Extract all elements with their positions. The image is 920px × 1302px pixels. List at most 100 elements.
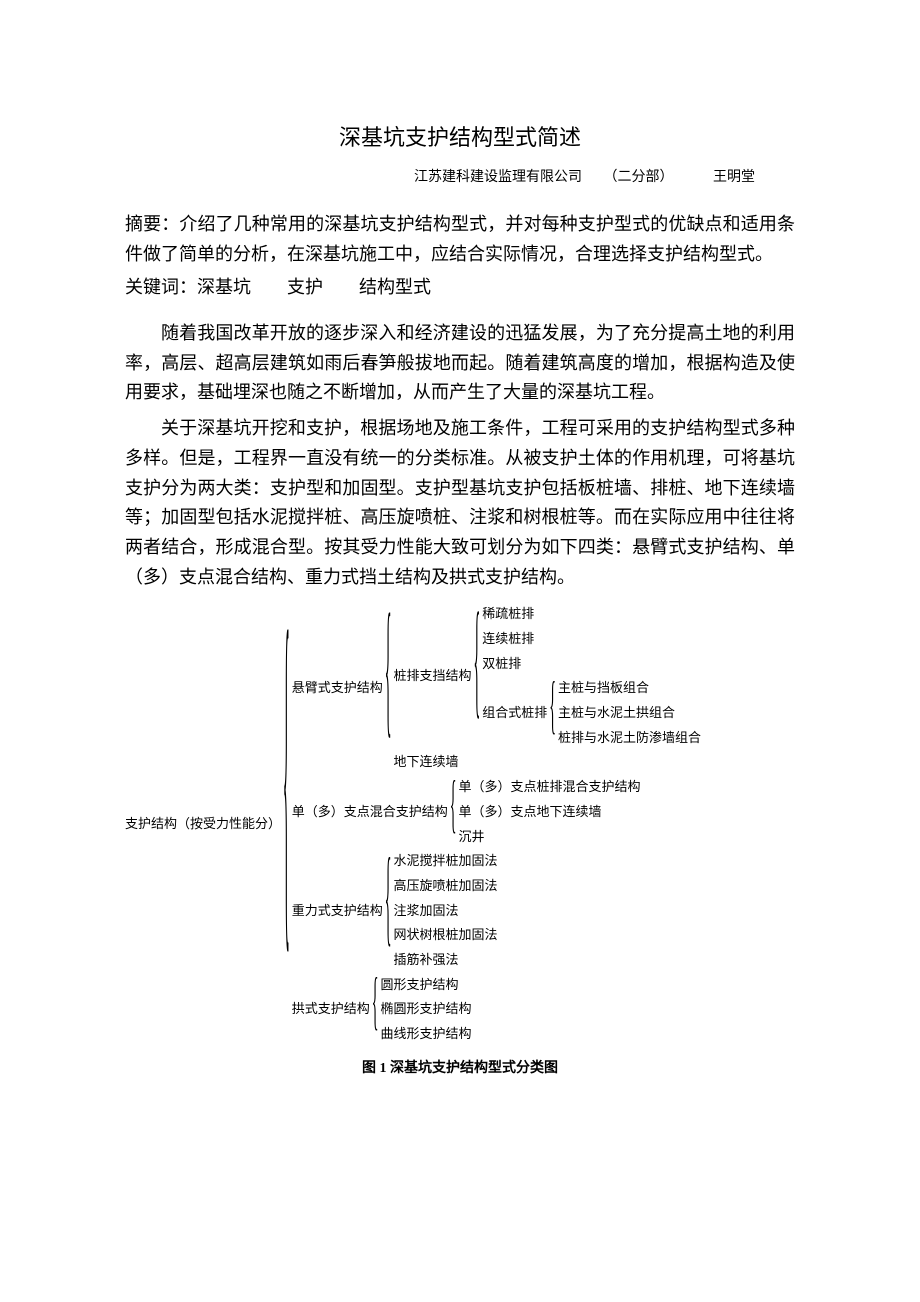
classification-tree: 支护结构（按受力性能分）{悬臂式支护结构{桩排支挡结构{稀疏桩排连续桩排双桩排组… bbox=[125, 602, 795, 1047]
tree-label: 单（多）支点地下连续墙 bbox=[459, 800, 602, 825]
tree-label-text: 网状树根桩加固法 bbox=[394, 923, 498, 948]
tree-node: 单（多）支点桩排混合支护结构 bbox=[459, 775, 641, 800]
tree-label: 曲线形支护结构 bbox=[381, 1022, 472, 1047]
tree-label-text: 沉井 bbox=[459, 825, 485, 850]
keyword-item: 支护 bbox=[287, 277, 323, 297]
paragraph: 随着我国改革开放的逐步深入和经济建设的迅猛发展，为了充分提高土地的利用率，高层、… bbox=[125, 319, 795, 408]
tree-label-text: 主桩与挡板组合 bbox=[558, 676, 649, 701]
tree-label: 水泥搅拌桩加固法 bbox=[394, 849, 498, 874]
tree-label: 地下连续墙 bbox=[394, 750, 459, 775]
tree-label-text: 单（多）支点桩排混合支护结构 bbox=[459, 775, 641, 800]
tree-label-text: 拱式支护结构 bbox=[292, 997, 370, 1022]
tree-node: 圆形支护结构 bbox=[381, 973, 472, 998]
tree-node: 桩排与水泥土防渗墙组合 bbox=[558, 726, 701, 751]
tree-label: 注浆加固法 bbox=[394, 899, 459, 924]
tree-children: 主桩与挡板组合主桩与水泥土拱组合桩排与水泥土防渗墙组合 bbox=[558, 676, 701, 750]
keywords-block: 关键词：深基坑 支护 结构型式 bbox=[125, 273, 795, 303]
brace-icon: { bbox=[385, 808, 392, 1013]
keyword-item: 结构型式 bbox=[359, 277, 431, 297]
brace-icon: { bbox=[385, 545, 392, 832]
figure-caption: 图 1 深基坑支护结构型式分类图 bbox=[125, 1057, 795, 1077]
brace-icon: { bbox=[549, 652, 556, 775]
tree-node: 重力式支护结构{水泥搅拌桩加固法高压旋喷桩加固法注浆加固法网状树根桩加固法插筋补… bbox=[292, 849, 701, 973]
tree-root-text: 支护结构（按受力性能分） bbox=[125, 812, 281, 837]
tree-label: 桩排与水泥土防渗墙组合 bbox=[558, 726, 701, 751]
document-page: 深基坑支护结构型式简述 江苏建科建设监理有限公司 （二分部） 王明堂 摘要：介绍… bbox=[0, 0, 920, 1137]
tree-node: 单（多）支点混合支护结构{单（多）支点桩排混合支护结构单（多）支点地下连续墙沉井 bbox=[292, 775, 701, 849]
tree-label-text: 组合式桩排 bbox=[482, 701, 547, 726]
tree-root-row: 支护结构（按受力性能分）{悬臂式支护结构{桩排支挡结构{稀疏桩排连续桩排双桩排组… bbox=[125, 602, 795, 1047]
tree-label: 双桩排 bbox=[482, 652, 521, 677]
keyword-item: 深基坑 bbox=[197, 277, 251, 297]
tree-label: 桩排支挡结构{ bbox=[394, 602, 483, 750]
tree-label: 单（多）支点桩排混合支护结构 bbox=[459, 775, 641, 800]
tree-root-label: 支护结构（按受力性能分）{ bbox=[125, 602, 292, 1047]
tree-label-text: 桩排支挡结构 bbox=[394, 664, 472, 689]
tree-label: 圆形支护结构 bbox=[381, 973, 459, 998]
tree-label-text: 悬臂式支护结构 bbox=[292, 676, 383, 701]
brace-icon: { bbox=[283, 455, 290, 1194]
brace-icon: { bbox=[474, 553, 481, 799]
tree-label: 连续桩排 bbox=[482, 627, 534, 652]
tree-label: 单（多）支点混合支护结构{ bbox=[292, 775, 459, 849]
tree-node: 曲线形支护结构 bbox=[381, 1022, 472, 1047]
tree-node: 网状树根桩加固法 bbox=[394, 923, 498, 948]
tree-label: 网状树根桩加固法 bbox=[394, 923, 498, 948]
tree-label-text: 单（多）支点混合支护结构 bbox=[292, 800, 448, 825]
tree-label-text: 椭圆形支护结构 bbox=[381, 997, 472, 1022]
tree-label-text: 主桩与水泥土拱组合 bbox=[558, 701, 675, 726]
tree-label-text: 桩排与水泥土防渗墙组合 bbox=[558, 726, 701, 751]
author-name: 王明堂 bbox=[713, 170, 755, 185]
tree-node: 稀疏桩排 bbox=[482, 602, 701, 627]
brace-icon: { bbox=[372, 948, 379, 1071]
keywords-label: 关键词： bbox=[125, 277, 197, 297]
tree-node: 双桩排 bbox=[482, 652, 701, 677]
abstract-text: 介绍了几种常用的深基坑支护结构型式，并对每种支护型式的优缺点和适用条件做了简单的… bbox=[125, 214, 795, 264]
tree-node: 水泥搅拌桩加固法 bbox=[394, 849, 498, 874]
abstract-label: 摘要： bbox=[125, 214, 179, 234]
tree-node: 椭圆形支护结构 bbox=[381, 997, 472, 1022]
tree-node: 连续桩排 bbox=[482, 627, 701, 652]
dept-name: （二分部） bbox=[604, 170, 674, 185]
tree-label: 悬臂式支护结构{ bbox=[292, 602, 394, 775]
tree-label-text: 注浆加固法 bbox=[394, 899, 459, 924]
tree-label-text: 曲线形支护结构 bbox=[381, 1022, 472, 1047]
tree-label: 稀疏桩排 bbox=[482, 602, 534, 627]
doc-subtitle: 江苏建科建设监理有限公司 （二分部） 王明堂 bbox=[125, 166, 795, 186]
tree-label: 拱式支护结构{ bbox=[292, 973, 381, 1047]
tree-label: 高压旋喷桩加固法 bbox=[394, 874, 498, 899]
tree-children: 圆形支护结构椭圆形支护结构曲线形支护结构 bbox=[381, 973, 472, 1047]
tree-label-text: 单（多）支点地下连续墙 bbox=[459, 800, 602, 825]
tree-label-text: 高压旋喷桩加固法 bbox=[394, 874, 498, 899]
tree-node: 组合式桩排{主桩与挡板组合主桩与水泥土拱组合桩排与水泥土防渗墙组合 bbox=[482, 676, 701, 750]
tree-node: 拱式支护结构{圆形支护结构椭圆形支护结构曲线形支护结构 bbox=[292, 973, 701, 1047]
tree-label-text: 稀疏桩排 bbox=[482, 602, 534, 627]
tree-children: 稀疏桩排连续桩排双桩排组合式桩排{主桩与挡板组合主桩与水泥土拱组合桩排与水泥土防… bbox=[482, 602, 701, 750]
tree-node: 主桩与水泥土拱组合 bbox=[558, 701, 701, 726]
tree-label: 主桩与挡板组合 bbox=[558, 676, 649, 701]
company-name: 江苏建科建设监理有限公司 bbox=[414, 170, 582, 185]
tree-level1: 悬臂式支护结构{桩排支挡结构{稀疏桩排连续桩排双桩排组合式桩排{主桩与挡板组合主… bbox=[292, 602, 701, 1047]
tree-label: 组合式桩排{ bbox=[482, 676, 558, 750]
tree-node: 地下连续墙 bbox=[394, 750, 702, 775]
tree-label-text: 插筋补强法 bbox=[394, 948, 459, 973]
tree-label: 沉井 bbox=[459, 825, 485, 850]
tree-node: 插筋补强法 bbox=[394, 948, 498, 973]
doc-title: 深基坑支护结构型式简述 bbox=[125, 120, 795, 152]
tree-node: 桩排支挡结构{稀疏桩排连续桩排双桩排组合式桩排{主桩与挡板组合主桩与水泥土拱组合… bbox=[394, 602, 702, 750]
tree-node: 单（多）支点地下连续墙 bbox=[459, 800, 641, 825]
tree-label: 插筋补强法 bbox=[394, 948, 459, 973]
tree-label-text: 双桩排 bbox=[482, 652, 521, 677]
tree-children: 单（多）支点桩排混合支护结构单（多）支点地下连续墙沉井 bbox=[459, 775, 641, 849]
tree-label-text: 圆形支护结构 bbox=[381, 973, 459, 998]
tree-label: 椭圆形支护结构 bbox=[381, 997, 472, 1022]
tree-node: 高压旋喷桩加固法 bbox=[394, 874, 498, 899]
tree-node: 沉井 bbox=[459, 825, 641, 850]
tree-label-text: 重力式支护结构 bbox=[292, 899, 383, 924]
tree-node: 注浆加固法 bbox=[394, 899, 498, 924]
tree-node: 悬臂式支护结构{桩排支挡结构{稀疏桩排连续桩排双桩排组合式桩排{主桩与挡板组合主… bbox=[292, 602, 701, 775]
tree-children: 水泥搅拌桩加固法高压旋喷桩加固法注浆加固法网状树根桩加固法插筋补强法 bbox=[394, 849, 498, 972]
tree-label: 主桩与水泥土拱组合 bbox=[558, 701, 675, 726]
tree-label-text: 地下连续墙 bbox=[394, 750, 459, 775]
tree-node: 主桩与挡板组合 bbox=[558, 676, 701, 701]
